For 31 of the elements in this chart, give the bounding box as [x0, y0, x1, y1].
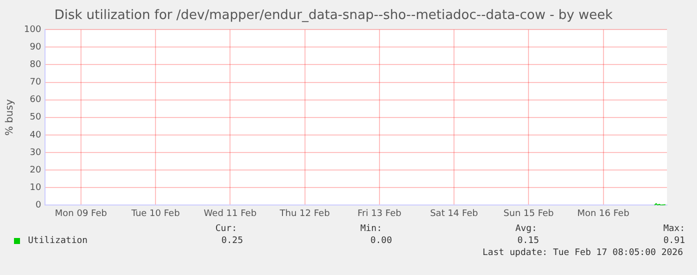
text: Max:	[663, 224, 685, 234]
text: Avg:	[515, 224, 537, 234]
x-tick-label: Mon 09 Feb	[54, 208, 108, 219]
y-tick-label: 60	[30, 95, 42, 106]
y-tick-label: 100	[24, 24, 42, 35]
x-tick-label: Wed 11 Feb	[204, 208, 257, 219]
text: Min:	[360, 224, 382, 234]
text: 0.15	[517, 236, 539, 246]
x-tick-label: Sat 14 Feb	[430, 208, 478, 219]
y-axis-title: % busy	[4, 99, 16, 136]
x-tick-label: Tue 10 Feb	[130, 208, 180, 219]
y-tick-label: 40	[30, 130, 42, 140]
x-tick-label: Thu 12 Feb	[278, 208, 330, 219]
y-tick-label: 10	[30, 182, 42, 193]
y-tick-label: 80	[30, 60, 42, 70]
y-tick-label: 70	[30, 78, 42, 88]
text: Cur:	[215, 224, 237, 234]
y-tick-label: 30	[30, 148, 42, 158]
legend-label: Utilization	[28, 236, 88, 246]
chart-title: Disk utilization for /dev/mapper/endur_data-snap--sho--metiadoc--data-cow - by week	[54, 8, 614, 24]
x-tick-label: Fri 13 Feb	[357, 208, 402, 219]
y-tick-label: 90	[30, 42, 42, 53]
text: 0.25	[221, 236, 243, 246]
text: 0.00	[370, 236, 392, 246]
y-tick-label: 20	[30, 165, 42, 176]
text: Last update: Tue Feb 17 08:05:00 2026	[482, 248, 683, 258]
x-tick-label: Sun 15 Feb	[504, 208, 554, 219]
y-tick-label: 50	[30, 112, 42, 123]
x-tick-label: Mon 16 Feb	[577, 208, 630, 219]
y-tick-label: 0	[35, 200, 42, 211]
text: 0.91	[663, 236, 685, 246]
